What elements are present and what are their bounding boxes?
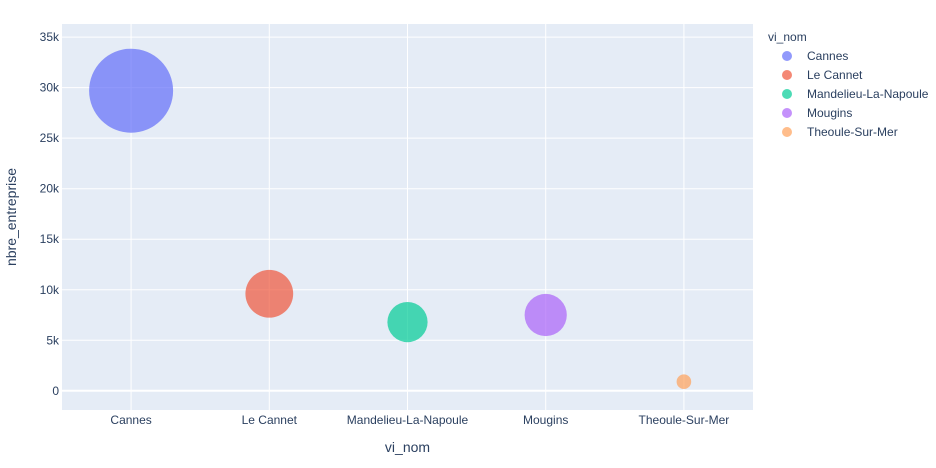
bubble-mandelieu-la-napoule[interactable] — [387, 301, 428, 343]
y-tick-label: 5k — [46, 333, 60, 347]
bubble-theoule-sur-mer[interactable] — [676, 374, 692, 390]
y-tick-label: 25k — [40, 131, 60, 145]
bubble-mougins[interactable] — [524, 293, 567, 337]
legend-marker — [782, 127, 792, 137]
legend-marker — [782, 70, 792, 80]
x-tick-label: Mougins — [523, 413, 568, 427]
y-tick-label: 0 — [52, 384, 59, 398]
legend-item-mandelieu-la-napoule[interactable]: Mandelieu-La-Napoule — [782, 87, 929, 101]
bubbles — [89, 48, 692, 390]
y-tick-label: 15k — [40, 232, 60, 246]
y-axis-title: nbre_entreprise — [3, 168, 19, 266]
legend-label: Cannes — [807, 49, 848, 63]
legend-label: Mougins — [807, 106, 852, 120]
legend-item-le-cannet[interactable]: Le Cannet — [782, 68, 863, 82]
legend-marker — [782, 108, 792, 118]
legend-marker — [782, 51, 792, 61]
legend-title: vi_nom — [768, 30, 807, 44]
bubble-le-cannet[interactable] — [245, 269, 294, 318]
legend-label: Theoule-Sur-Mer — [807, 125, 898, 139]
x-tick-label: Cannes — [110, 413, 151, 427]
y-tick-labels: 0 5k 10k 15k 20k 25k 30k 35k — [40, 30, 60, 398]
x-tick-label: Mandelieu-La-Napoule — [347, 413, 469, 427]
legend-item-cannes[interactable]: Cannes — [782, 49, 848, 63]
y-tick-label: 10k — [40, 283, 60, 297]
legend[interactable]: vi_nom Cannes Le Cannet Mandelieu-La-Napou… — [768, 30, 929, 139]
legend-item-theoule-sur-mer[interactable]: Theoule-Sur-Mer — [782, 125, 898, 139]
legend-label: Mandelieu-La-Napoule — [807, 87, 929, 101]
bubble-cannes[interactable] — [89, 48, 174, 133]
legend-label: Le Cannet — [807, 68, 863, 82]
x-tick-labels: Cannes Le Cannet Mandelieu-La-Napoule Mougi… — [110, 413, 729, 427]
x-tick-label: Theoule-Sur-Mer — [639, 413, 730, 427]
y-tick-label: 30k — [40, 81, 60, 95]
y-tick-label: 35k — [40, 30, 60, 44]
x-axis-title: vi_nom — [385, 439, 430, 455]
legend-item-mougins[interactable]: Mougins — [782, 106, 852, 120]
y-tick-label: 20k — [40, 182, 60, 196]
legend-marker — [782, 89, 792, 99]
x-tick-label: Le Cannet — [242, 413, 298, 427]
